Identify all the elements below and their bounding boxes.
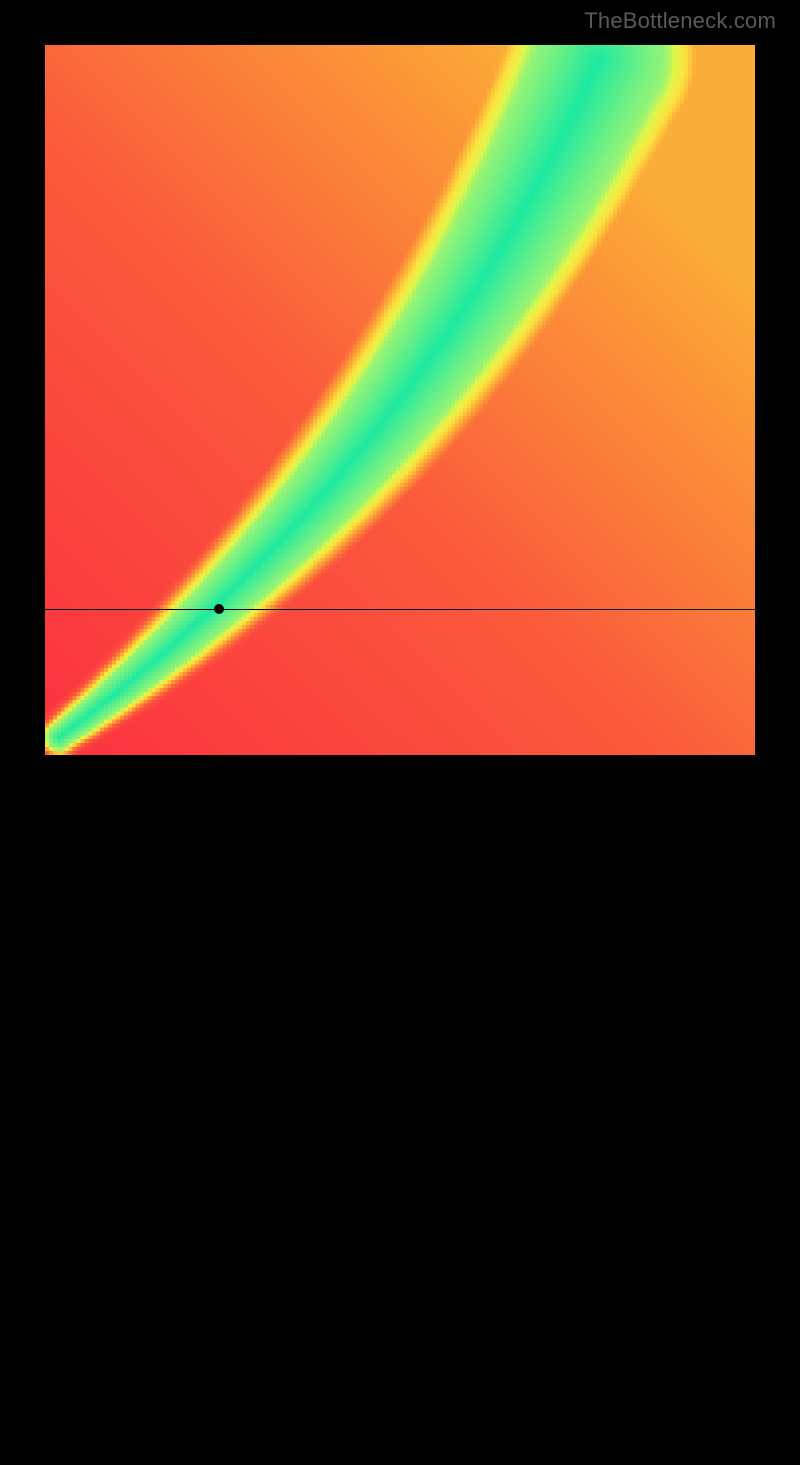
attribution-text: TheBottleneck.com: [584, 8, 776, 34]
crosshair-vertical: [219, 755, 220, 1465]
heatmap-canvas: [45, 45, 755, 755]
bottleneck-heatmap: [45, 45, 755, 755]
